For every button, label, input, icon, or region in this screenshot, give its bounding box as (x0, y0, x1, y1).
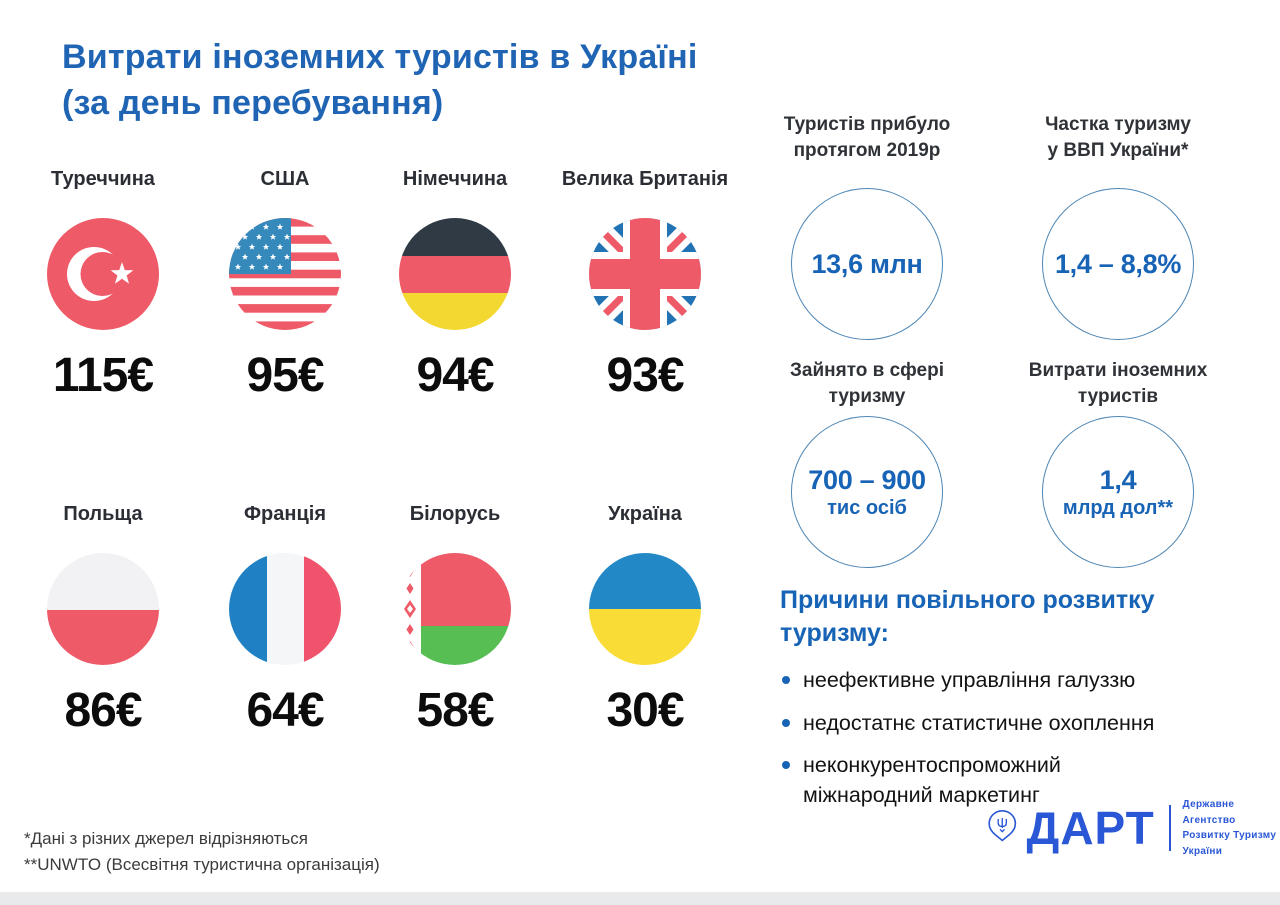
stat-value: 700 – 900 (808, 464, 926, 495)
reason-item: неефективне управління галуззю (780, 666, 1162, 696)
flag-germany-icon (399, 218, 511, 330)
country-price: 58€ (416, 684, 494, 737)
reasons-list: неефективне управління галуззю недостатн… (780, 666, 1260, 811)
country-name: Туреччина (51, 168, 155, 190)
country-price: 64€ (246, 684, 324, 737)
logo-divider (1168, 805, 1171, 851)
country-card-germany: Німеччина 94€ (360, 168, 550, 403)
flag-france-icon (229, 553, 341, 665)
stat-circle-employment: 700 – 900 тис осіб (791, 416, 943, 568)
bullet-dot-icon (782, 718, 790, 727)
flag-belarus-icon (399, 553, 511, 665)
dart-logo: ДАРТ Державне Агентство Розвитку Туризму… (986, 797, 1280, 859)
stat-value: 13,6 млн (811, 248, 923, 279)
bullet-dot-icon (782, 761, 790, 770)
stat-circle-gdp-share: 1,4 – 8,8% (1042, 188, 1194, 340)
country-name: Велика Британія (561, 168, 729, 190)
stat-label-arrivals: Туристів прибуло протягом 2019р (783, 114, 951, 161)
footnote-line2: **UNWTO (Всесвітня туристична організаці… (24, 855, 380, 875)
footer-bar (0, 892, 1280, 905)
reasons-section: Причини повільного розвитку туризму: нее… (780, 584, 1260, 824)
country-name: США (260, 168, 310, 190)
stat-value-sub: тис осіб (827, 496, 907, 519)
country-price: 30€ (606, 684, 684, 737)
stat-value-sub: млрд дол** (1062, 496, 1174, 519)
country-name: Україна (608, 503, 682, 525)
country-price: 86€ (64, 684, 142, 737)
country-price: 93€ (606, 349, 684, 402)
stat-value: 1,4 (1099, 464, 1137, 495)
stat-label-tourist-spend: Витрати іноземних туристів (1028, 360, 1208, 407)
flag-uk-icon (589, 218, 701, 330)
reason-text: неефективне управління галуззю (803, 668, 1136, 692)
reason-item: неконкурентоспроможний міжнародний марке… (780, 751, 1162, 810)
country-card-belarus: Білорусь 58€ (360, 503, 550, 738)
stat-value: 1,4 – 8,8% (1054, 248, 1182, 279)
flag-turkey-icon (47, 218, 159, 330)
reason-text: недостатнє статистичне охоплення (803, 710, 1155, 735)
reason-item: недостатнє статистичне охоплення (780, 709, 1162, 739)
country-card-turkey: Туреччина 115€ (8, 168, 198, 403)
reasons-heading: Причини повільного розвитку туризму: (780, 586, 1155, 647)
stat-circle-arrivals: 13,6 млн (791, 188, 943, 340)
country-name: Польща (63, 503, 143, 525)
country-price: 95€ (246, 349, 324, 402)
dart-wordmark: ДАРТ (1026, 802, 1155, 854)
stat-label-gdp-share: Частка туризму у ВВП України* (1045, 114, 1191, 161)
country-card-uk: Велика Британія 93€ (550, 168, 740, 403)
footnotes: *Дані з різних джерел відрізняються **UN… (24, 826, 380, 879)
stat-circle-tourist-spend: 1,4 млрд дол** (1042, 416, 1194, 568)
location-pin-icon (988, 810, 1017, 842)
footnote-line1: *Дані з різних джерел відрізняються (24, 829, 308, 848)
country-card-usa: США 95€ (190, 168, 380, 403)
logo-tagline: Державне Агентство Розвитку Туризму Укра… (1182, 799, 1277, 857)
stat-label-employment: Зайнято в сфері туризму (789, 360, 944, 407)
flag-usa-icon (229, 218, 341, 330)
country-card-poland: Польща 86€ (8, 503, 198, 738)
country-price: 94€ (416, 349, 494, 402)
country-name: Німеччина (402, 168, 508, 190)
flag-ukraine-icon (589, 553, 701, 665)
page-title: Витрати іноземних туристів в Україні (за… (62, 38, 698, 123)
reason-text: неконкурентоспроможний міжнародний марке… (803, 753, 1061, 807)
flag-poland-icon (47, 553, 159, 665)
country-name: Франція (243, 503, 326, 525)
country-card-france: Франція 64€ (190, 503, 380, 738)
country-price: 115€ (52, 349, 154, 402)
country-card-ukraine: Україна 30€ (550, 503, 740, 738)
bullet-dot-icon (782, 676, 790, 684)
country-name: Білорусь (409, 503, 501, 525)
